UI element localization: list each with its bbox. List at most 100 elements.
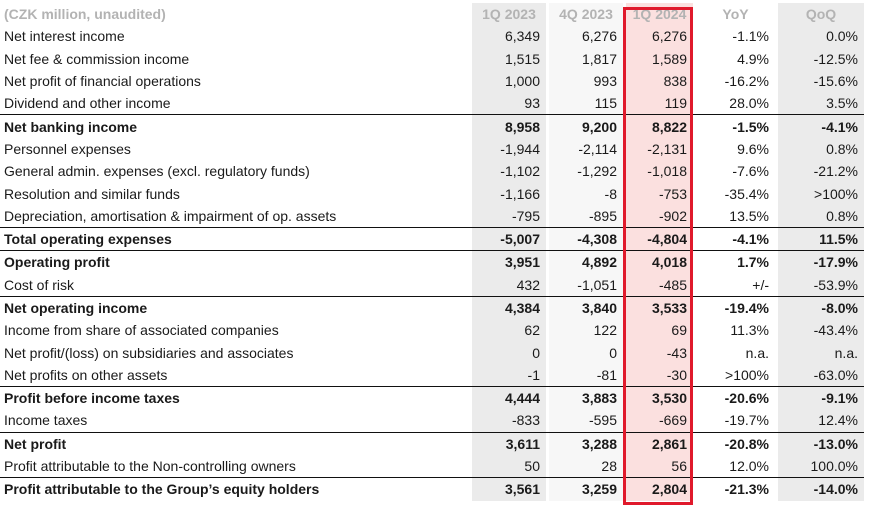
table-row: Depreciation, amortisation & impairment … [0,204,864,228]
val-1q2023: 432 [472,273,546,297]
val-1q2023: -5,007 [472,226,546,251]
table-row: Total operating expenses -5,007 -4,308 -4,8… [0,226,864,251]
row-label: Net banking income [0,114,472,138]
val-4q2023: -8 [549,182,623,205]
table-row: Profit before income taxes 4,444 3,883 3,53… [0,386,864,410]
val-1q2023: 4,444 [472,386,546,410]
val-1q2023: 8,958 [472,114,546,138]
financial-table-container: (CZK million, unaudited) 1Q 2023 4Q 2023… [0,3,869,505]
val-1q2023: 3,611 [472,431,546,455]
row-label: Resolution and similar funds [4,185,180,202]
val-1q2024: -669 [626,409,693,433]
table-row: Net profit/(loss) on subsidiaries and as… [0,341,864,364]
val-yoy: >100% [696,363,775,387]
val-1q2023: 0 [472,341,546,364]
val-4q2023: -81 [549,363,623,387]
val-4q2023: 3,288 [549,431,623,455]
val-qoq: -53.9% [778,273,864,297]
row-label: General admin. expenses (excl. regulator… [4,163,310,180]
val-yoy: -7.6% [696,160,775,183]
val-4q2023: 122 [549,319,623,342]
val-1q2024: 8,822 [626,114,693,138]
val-1q2023: 4,384 [472,295,546,320]
val-4q2023: -4,308 [549,226,623,251]
val-qoq: 11.5% [778,226,864,251]
val-1q2024: -753 [626,182,693,205]
val-yoy: 12.0% [696,454,775,478]
val-1q2024: 2,804 [626,477,693,501]
table-row: Net profit of financial operations 1,000 9… [0,69,864,93]
val-1q2024: 3,530 [626,386,693,410]
val-1q2024: -485 [626,273,693,297]
row-label: Dividend and other income [4,95,171,112]
val-1q2024: 6,276 [626,25,693,48]
val-1q2023: -1,166 [472,182,546,205]
table-row: General admin. expenses (excl. regulator… [0,160,864,183]
val-qoq: -12.5% [778,47,864,70]
row-label: Profit attributable to the Group’s equit… [0,477,472,501]
col-header-yoy: YoY [696,3,775,26]
val-1q2024: -4,804 [626,226,693,251]
val-yoy: -21.3% [696,477,775,501]
val-1q2023: 3,951 [472,250,546,274]
row-label: Operating profit [0,250,472,274]
row-label: Net fee & commission income [4,50,190,67]
val-1q2023: 62 [472,319,546,342]
val-4q2023: -595 [549,409,623,433]
val-4q2023: 6,276 [549,25,623,48]
val-1q2024: -902 [626,204,693,228]
val-4q2023: 28 [549,454,623,478]
row-label: Income from share of associated companie… [4,322,279,339]
val-qoq: -14.0% [778,477,864,501]
col-header-1q2024: 1Q 2024 [626,3,693,26]
val-4q2023: 0 [549,341,623,364]
val-yoy: 11.3% [696,319,775,342]
table-row: Profit attributable to the Group’s equit… [0,477,864,501]
val-qoq: -15.6% [778,69,864,93]
row-label: Profit attributable to the Non-controlli… [4,458,296,475]
val-yoy: 28.0% [696,92,775,115]
val-4q2023: 115 [549,92,623,115]
val-yoy: -1.5% [696,114,775,138]
val-1q2023: -795 [472,204,546,228]
row-label: Net profit/(loss) on subsidiaries and as… [4,344,294,361]
val-qoq: -8.0% [778,295,864,320]
val-qoq: -9.1% [778,386,864,410]
val-yoy: -35.4% [696,182,775,205]
col-header-4q2023: 4Q 2023 [549,3,623,26]
row-label: Total operating expenses [0,226,472,251]
val-4q2023: -2,114 [549,137,623,161]
val-yoy: 1.7% [696,250,775,274]
row-label: Net operating income [0,295,472,320]
val-yoy: -16.2% [696,69,775,93]
val-1q2024: 1,589 [626,47,693,70]
table-row: Resolution and similar funds -1,166 -8 -753… [0,182,864,205]
val-qoq: -43.4% [778,319,864,342]
val-qoq: -17.9% [778,250,864,274]
units-label: (CZK million, unaudited) [4,6,166,23]
val-4q2023: -1,051 [549,273,623,297]
val-1q2023: 6,349 [472,25,546,48]
row-label: Income taxes [4,412,88,429]
val-qoq: 0.8% [778,137,864,161]
val-4q2023: -895 [549,204,623,228]
val-yoy: n.a. [696,341,775,364]
val-yoy: -20.6% [696,386,775,410]
table-row: Income taxes -833 -595 -669 -19.7% 12.4% [0,409,864,433]
val-1q2023: 50 [472,454,546,478]
table-row: Net banking income 8,958 9,200 8,822 -1.5% -4… [0,114,864,138]
val-1q2024: -30 [626,363,693,387]
row-label: Profit before income taxes [0,386,472,410]
val-1q2023: -1,102 [472,160,546,183]
row-label: Net profits on other assets [4,366,168,383]
val-1q2024: -1,018 [626,160,693,183]
val-1q2023: 1,000 [472,69,546,93]
table-row: Cost of risk 432 -1,051 -485 +/- -53.9% [0,273,864,297]
val-yoy: 13.5% [696,204,775,228]
row-label: Net profit of financial operations [4,73,201,90]
table-row: Net operating income 4,384 3,840 3,533 -19.4… [0,295,864,320]
val-1q2024: 69 [626,319,693,342]
row-label: Cost of risk [4,276,75,293]
val-yoy: -20.8% [696,431,775,455]
val-1q2024: -2,131 [626,137,693,161]
